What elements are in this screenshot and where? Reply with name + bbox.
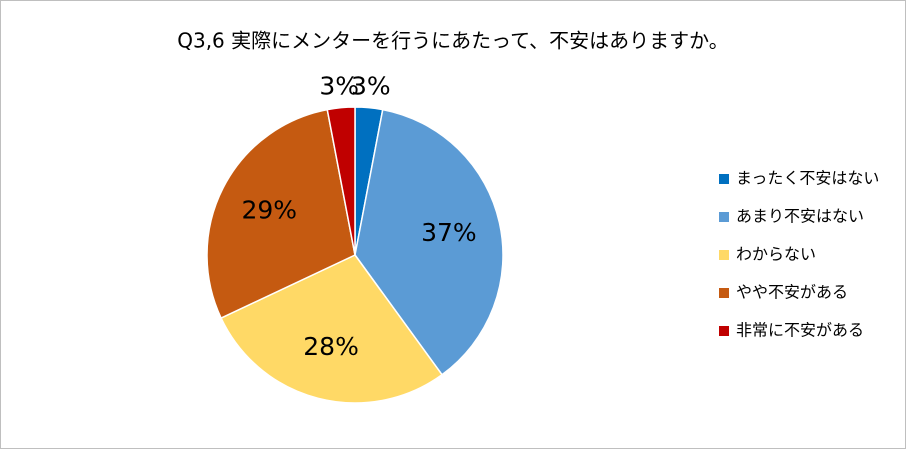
legend-label: わからない xyxy=(736,245,816,264)
legend-swatch xyxy=(719,326,729,336)
pie-slice xyxy=(354,108,504,376)
legend-swatch xyxy=(719,250,729,260)
data-label: 29% xyxy=(241,195,297,224)
data-label: 37% xyxy=(421,218,477,247)
legend-swatch xyxy=(719,212,729,222)
chart-title: Q3,6 実際にメンターを行うにあたって、不安はありますか。 xyxy=(177,29,729,53)
legend-label: あまり不安はない xyxy=(736,207,864,226)
data-label: 3% xyxy=(319,72,359,101)
legend-swatch xyxy=(719,288,729,298)
pie-slice xyxy=(206,108,356,320)
legend-label: やや不安がある xyxy=(736,283,848,302)
data-label: 28% xyxy=(303,332,359,361)
legend-label: まったく不安はない xyxy=(736,169,879,188)
pie-slice xyxy=(326,106,356,256)
data-label: 3% xyxy=(351,72,391,101)
pie-slice xyxy=(220,254,444,404)
legend-swatch xyxy=(719,174,729,184)
legend-label: 非常に不安がある xyxy=(736,321,864,340)
